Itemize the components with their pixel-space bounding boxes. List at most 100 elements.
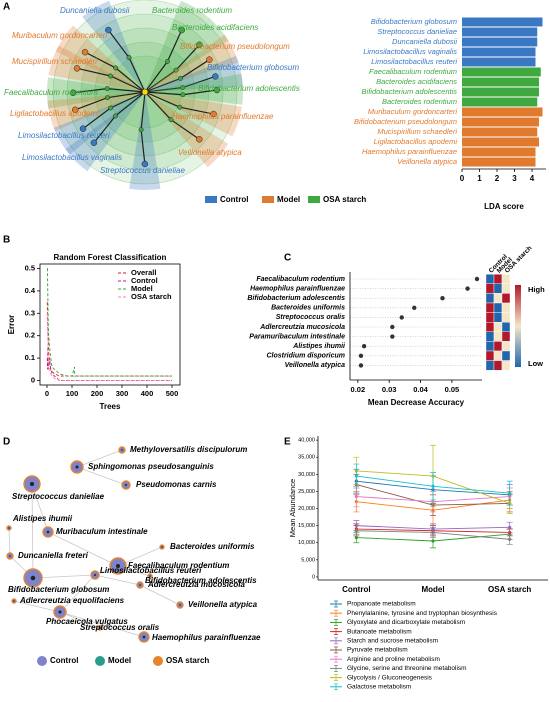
clade-wedge [55,25,146,92]
y-tick-label: Bacteroides acidifaciens [376,77,457,86]
clade-wedge [145,16,229,92]
clade-label: Mucispirillum schaedleri [12,57,97,66]
clade-label: Haemophilus parainfluenzae [172,112,274,121]
heatmap-cell [501,360,511,371]
x-tick-label: 0 [45,389,49,398]
x-tick-label: 0.04 [413,385,428,394]
y-tick-label: 35,000 [298,455,315,461]
network-node-core [179,604,181,606]
clade-node [212,73,219,80]
y-tick-label: 15,000 [298,523,315,529]
heatmap-cell [485,322,495,333]
heatmap-cell [485,283,495,294]
node-label: Bifidobacterium globosum [8,585,109,594]
network-edge [31,483,34,579]
clade-label: Bacteroides acidifaciens [172,23,258,32]
clade-node [173,67,179,73]
x-tick-label: 0.05 [445,385,460,394]
clade-node [71,106,79,114]
node-label: Alistipes ihumii [12,514,73,523]
heatmap-cell [501,350,511,361]
legend-swatch [262,196,274,203]
network-edge [76,466,127,486]
node-label: Adlercreutzia equolifaciens [19,596,125,605]
clade-node [90,139,98,146]
panel-label: B [3,235,10,246]
y-tick-label: Ligilactobacillus apodemi [374,137,458,146]
dot [358,363,364,368]
network-node-core [116,564,120,568]
node-label: Pseudomonas carnis [136,480,217,489]
x-tick-label: 2 [495,174,500,183]
panel-label: A [3,2,10,13]
clade-label: Bifidobacterium globosum [207,63,299,72]
y-tick-label: Streptococcus danieliae [377,27,457,36]
bar [462,107,543,117]
node-label: Bacteroides uniformis [170,542,255,551]
clade-node [69,89,77,97]
clade-node [177,104,183,110]
network-node-core [139,584,141,586]
legend-label: Control [50,656,78,665]
network-edge [13,600,61,613]
point [431,539,435,543]
clade-node [196,41,203,49]
network-node-core [121,449,123,451]
y-tick-label: 10,000 [298,540,315,546]
point [508,525,512,529]
legend-errorbar [334,683,338,691]
panel-label: E [284,437,291,448]
legend-errorbar [334,674,338,681]
heatmap-cell [493,302,503,313]
clade-wedge [129,92,161,190]
node-label: Muribaculum intestinale [56,527,148,536]
clade-wedge [145,92,229,168]
series-line [46,302,172,377]
y-tick-label: Bacteroides rodentium [382,97,457,106]
x-tick-label: 200 [91,389,104,398]
clade-wedge [145,55,243,92]
legend-swatch [308,196,320,203]
network-edge [8,527,11,557]
network-node-core [8,527,10,529]
heatmap-cell [493,283,503,294]
network-node-core [30,482,34,486]
y-tick-label: Faecalibaculum rodentium [369,67,457,76]
network-node-core [99,627,101,629]
clade-wedge [65,92,145,172]
heatmap-cell [501,302,511,313]
y-tick-label: Mucispirillum schaedleri [377,127,457,136]
clade-node [168,117,174,123]
legend-errorbar [334,609,338,617]
heatmap-cell [485,274,495,285]
y-tick-label: 0 [312,574,315,580]
clade-node [180,85,186,91]
bar [462,157,536,167]
heatmap-cell [501,283,511,294]
y-tick-label: 40,000 [298,438,315,444]
clade-node [210,110,217,118]
x-tick-label: 0 [460,174,465,183]
clade-node [141,160,149,168]
bar [462,117,539,127]
legend-label: Starch and sucrose metabolism [347,638,438,645]
y-tick-label: Clostridium disporicum [266,353,345,360]
clade-node [178,26,185,34]
clade-wedge [47,92,145,132]
heatmap-cell [485,341,495,352]
y-tick-label: 25,000 [298,489,315,495]
clade-node [81,48,89,56]
clade-node [138,127,144,133]
x-tick-label: 4 [530,174,535,183]
y-tick-label: 5,000 [301,557,315,563]
clade-node [126,55,132,60]
clade-label: Limosilactobacillus vaginalis [22,153,122,162]
colorbar [515,285,521,367]
y-tick-label: Adlercreutzia mucosicola [259,324,345,331]
heatmap-cell [501,293,511,304]
network-edge [59,574,96,613]
network-edge [59,611,101,629]
clade-label: Muribaculum gordoncarteri [12,31,107,40]
y-tick-label: Bifidobacterium adolescentis [362,87,458,96]
